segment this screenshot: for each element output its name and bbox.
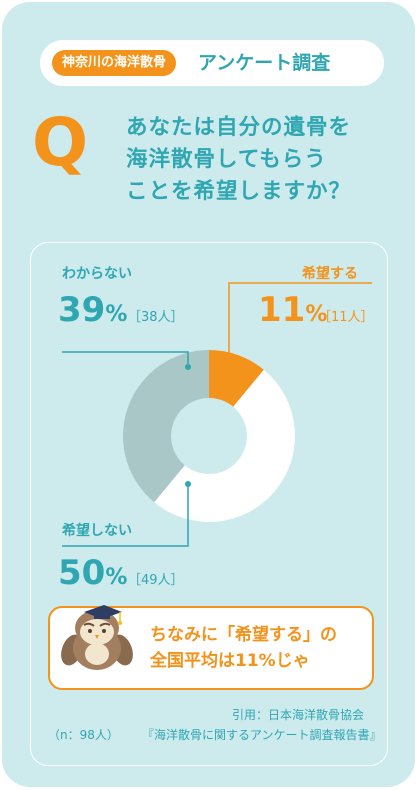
pct-value: 11	[258, 290, 306, 330]
header-title: アンケート調査	[198, 52, 331, 74]
pct-value: 39	[58, 290, 106, 330]
count-kibou-shinai: ［49人］	[128, 573, 184, 588]
pct-kibou: 11%	[258, 290, 327, 335]
sample-size: （n：98人）	[48, 728, 119, 742]
source-report-title: 『海洋散骨に関するアンケート調査報告書』	[142, 728, 382, 742]
label-kibou-shinai: 希望しない	[62, 523, 132, 539]
label-wakaranai: わからない	[62, 266, 132, 282]
header-pill: 神奈川の海洋散骨 アンケート調査	[40, 40, 384, 86]
count-wakaranai: ［38人］	[128, 310, 184, 325]
question-line: ことを希望しますか？	[126, 179, 352, 204]
leader-dot-kibou-shinai	[185, 481, 191, 487]
leader-line-wakaranai	[62, 351, 189, 367]
leader-line-kibou	[228, 282, 372, 366]
slice-wakaranai	[123, 349, 209, 503]
donut-hole	[171, 398, 247, 474]
chart-panel	[30, 242, 388, 766]
question-q-letter: Q	[32, 104, 89, 181]
note-text: ちなみに「希望する」の 全国平均は11%じゃ	[150, 622, 337, 674]
pct-unit: %	[105, 565, 128, 590]
pct-unit: %	[305, 302, 328, 327]
question-line: あなたは自分の遺骨を	[126, 115, 352, 140]
note-line: 全国平均は11%じゃ	[150, 651, 310, 671]
pct-wakaranai: 39%	[58, 290, 127, 335]
question-text: あなたは自分の遺骨を 海洋散骨してもらう ことを希望しますか？	[126, 112, 406, 208]
note-line: ちなみに「希望する」の	[150, 625, 337, 645]
question-line: 海洋散骨してもらう	[126, 147, 327, 172]
label-kibou: 希望する	[302, 266, 358, 282]
category-tag: 神奈川の海洋散骨	[52, 50, 177, 76]
leader-dot-wakaranai	[185, 364, 191, 370]
leader-line-kibou-shinai	[62, 484, 189, 547]
pct-value: 50	[58, 553, 106, 593]
count-kibou: ［11人］	[318, 310, 374, 325]
owl-mascot-icon	[61, 605, 133, 670]
source-citation: 引用：日本海洋散骨協会	[232, 708, 365, 722]
note-box: ちなみに「希望する」の 全国平均は11%じゃ	[48, 605, 374, 690]
pct-unit: %	[105, 302, 128, 327]
leader-dot-kibou	[226, 363, 232, 369]
pct-kibou-shinai: 50%	[58, 553, 127, 598]
